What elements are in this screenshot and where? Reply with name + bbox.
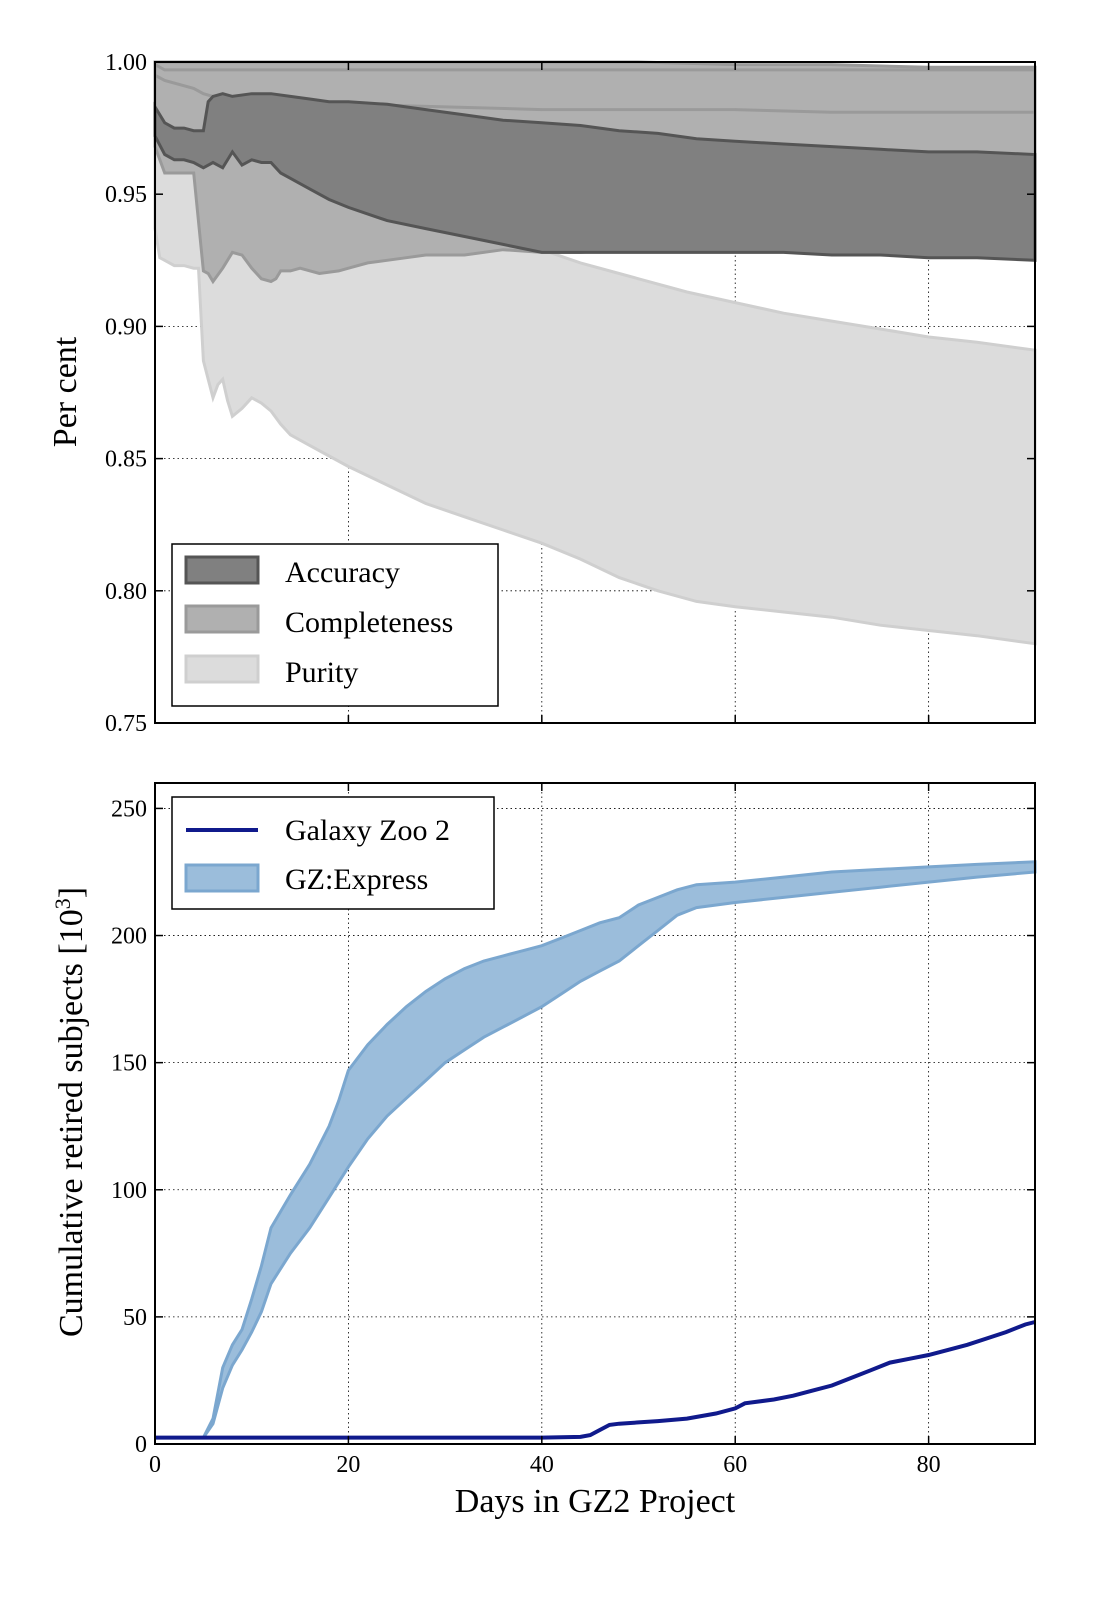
bottom-x-tick-label: 0	[149, 1452, 161, 1478]
legend-swatch-completeness	[184, 604, 260, 634]
band-gz-express	[155, 860, 1037, 1440]
bottom-legend: Galaxy Zoo 2 GZ:Express	[171, 796, 495, 910]
bottom-bands	[155, 860, 1037, 1440]
legend-swatch-accuracy	[184, 555, 260, 585]
legend-swatch-purity	[184, 654, 260, 684]
bottom-y-tick-label: 150	[111, 1051, 147, 1077]
legend-label-completeness: Completeness	[285, 606, 453, 639]
bottom-y-tick-label: 100	[111, 1178, 147, 1204]
top-y-tick-label: 0.95	[105, 182, 147, 208]
top-y-axis-label: Per cent	[47, 336, 84, 447]
legend-label-galaxy-zoo-2: Galaxy Zoo 2	[285, 814, 450, 847]
top-bands	[153, 60, 1037, 646]
top-y-tick-label: 0.75	[105, 711, 147, 737]
bottom-y-tick-label: 0	[135, 1432, 147, 1458]
bottom-y-tick-label: 250	[111, 796, 147, 822]
top-legend: Accuracy Completeness Purity	[171, 543, 499, 707]
bottom-x-tick-label: 60	[723, 1452, 747, 1478]
bottom-y-tick-label: 50	[123, 1305, 147, 1331]
bottom-x-tick-label: 80	[917, 1452, 941, 1478]
top-y-tick-label: 0.90	[105, 314, 147, 340]
bottom-ticks: 0 20 40 60 80 0 50 100 150 200 250	[111, 783, 1035, 1478]
top-ticks: 0.75 0.80 0.85 0.90 0.95 1.00	[105, 50, 1035, 737]
top-y-tick-label: 0.85	[105, 447, 147, 473]
top-plot-frame	[154, 61, 1036, 724]
band-completeness-upper	[153, 62, 1037, 114]
bottom-y-tick-label: 200	[111, 924, 147, 950]
top-y-tick-label: 1.00	[105, 50, 147, 76]
legend-label-purity: Purity	[285, 656, 358, 689]
retired-subjects-panel: 0 20 40 60 80 0 50 100 150 200 250 Cumulative reti…	[50, 782, 1037, 1520]
bottom-y-axis-label-suffix: ]	[53, 887, 90, 898]
bottom-x-tick-label: 20	[336, 1452, 360, 1478]
line-galaxy-zoo-2	[155, 1320, 1036, 1440]
bottom-plot-frame	[154, 782, 1036, 1445]
bottom-x-axis-label: Days in GZ2 Project	[455, 1483, 736, 1520]
legend-label-accuracy: Accuracy	[285, 556, 400, 589]
bottom-x-tick-label: 40	[530, 1452, 554, 1478]
bottom-y-axis-label-exponent: 3	[50, 898, 75, 909]
bottom-y-axis-label: Cumulative retired subjects [103]	[50, 887, 90, 1337]
band-accuracy	[153, 92, 1037, 262]
legend-swatch-gz-express	[184, 863, 260, 893]
accuracy-panel: 0.75 0.80 0.85 0.90 0.95 1.00 Per cent Accura…	[47, 50, 1037, 737]
top-y-tick-label: 0.80	[105, 579, 147, 605]
legend-label-gz-express: GZ:Express	[285, 863, 428, 896]
bottom-y-axis-label-main: Cumulative retired subjects [10	[53, 909, 90, 1337]
